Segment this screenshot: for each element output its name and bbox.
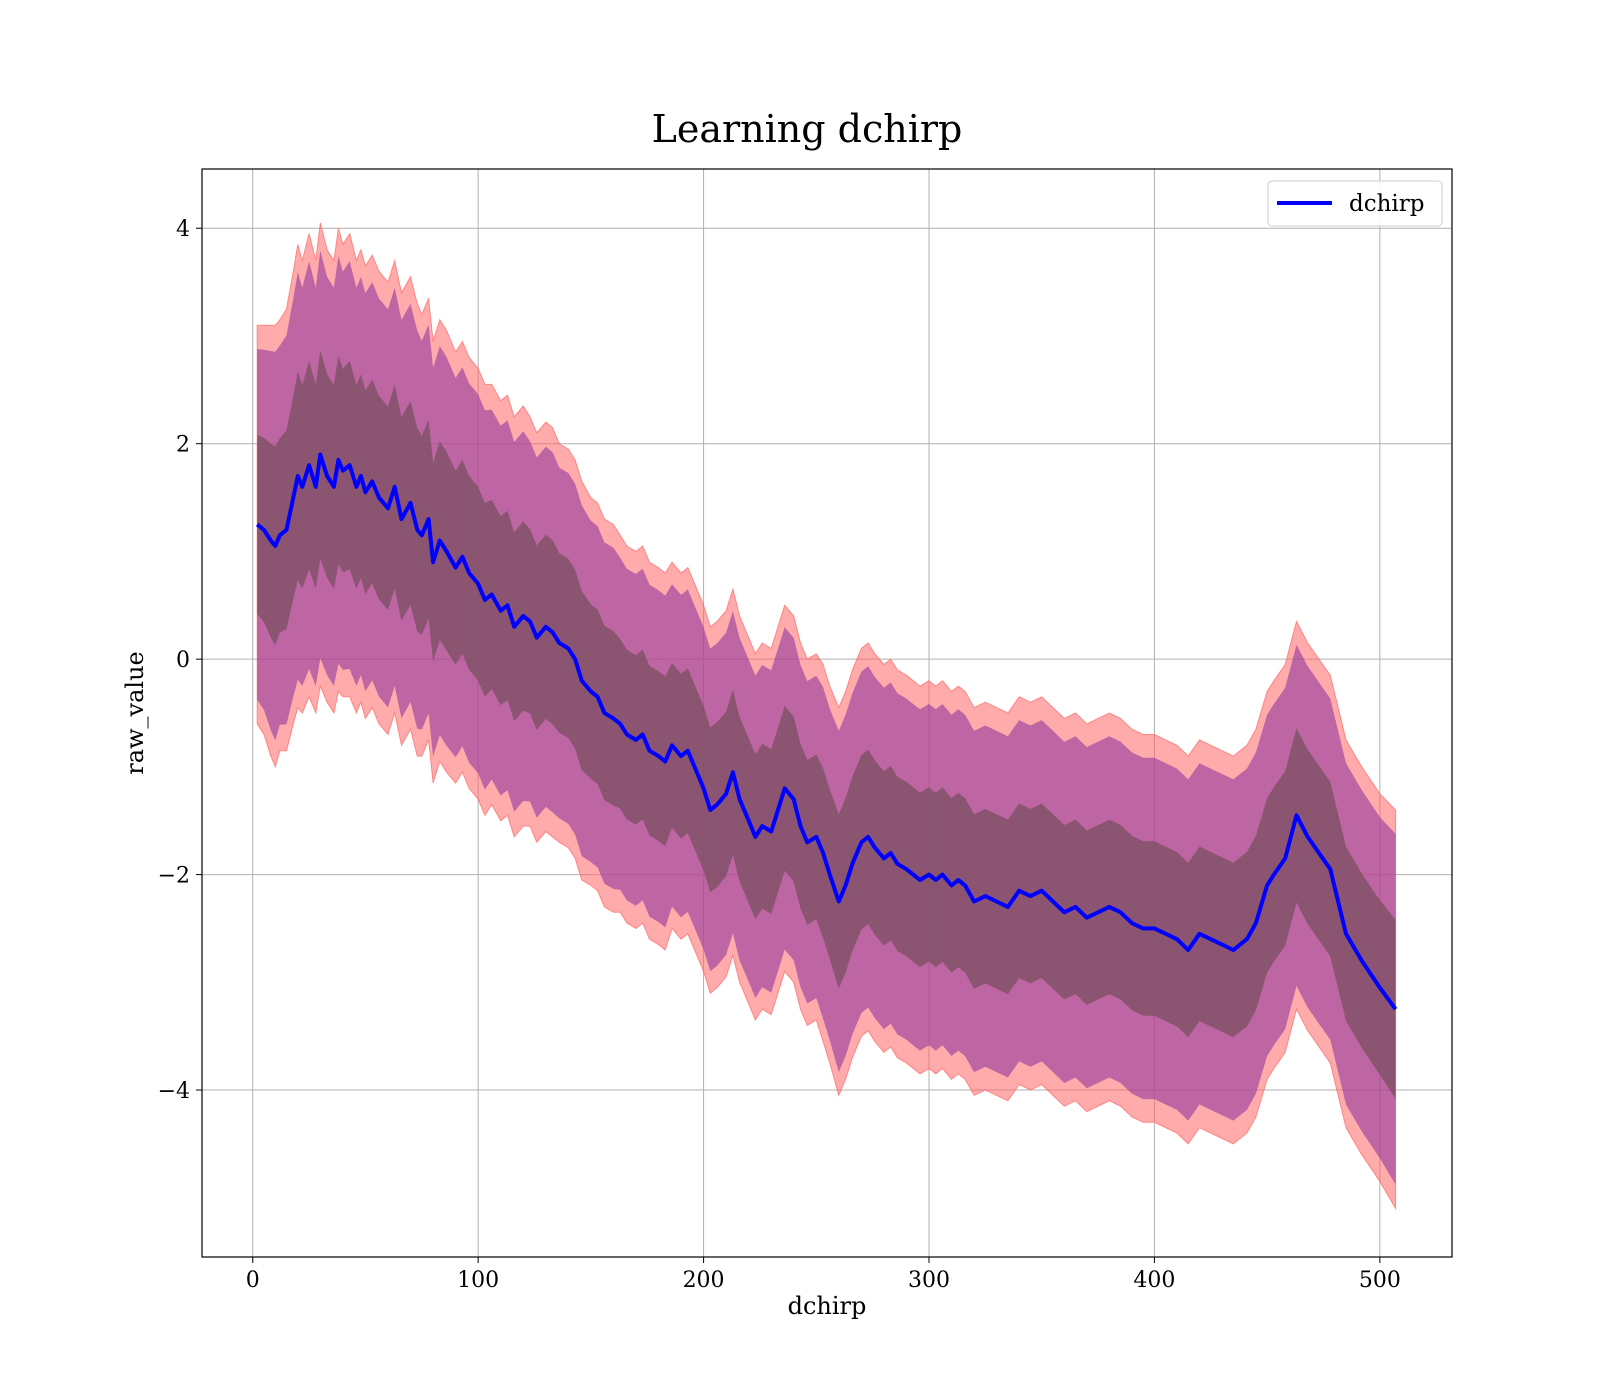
x-tick-label: 100: [457, 1268, 499, 1293]
x-axis-label: dchirp: [788, 1292, 867, 1320]
series-line-dchirp: [255, 452, 1398, 1011]
x-tick-label: 200: [683, 1268, 725, 1293]
plot-frame: [201, 168, 1453, 1258]
y-axis-label: raw_value: [121, 651, 149, 775]
legend-box: [1267, 180, 1443, 227]
band-inner: [257, 350, 1396, 1099]
y-tick-label: −4: [158, 1079, 190, 1104]
legend-label: dchirp: [1349, 191, 1425, 217]
y-tick-label: 0: [176, 648, 190, 673]
series-lines: [255, 452, 1398, 1011]
y-tick-label: −2: [158, 864, 190, 889]
x-tick-label: 0: [246, 1268, 260, 1293]
x-tick-label: 300: [908, 1268, 950, 1293]
x-tick-label: 400: [1133, 1268, 1175, 1293]
axis-ticks: 0 100 200 300 400 500 −4 −2 0 2 4: [158, 217, 1401, 1293]
chart-title: Learning dchirp: [652, 107, 963, 151]
confidence-bands: [256, 222, 1397, 1211]
legend: dchirp: [1267, 180, 1443, 227]
y-tick-label: 4: [176, 217, 190, 242]
x-tick-label: 500: [1359, 1268, 1401, 1293]
y-tick-label: 2: [176, 433, 190, 458]
